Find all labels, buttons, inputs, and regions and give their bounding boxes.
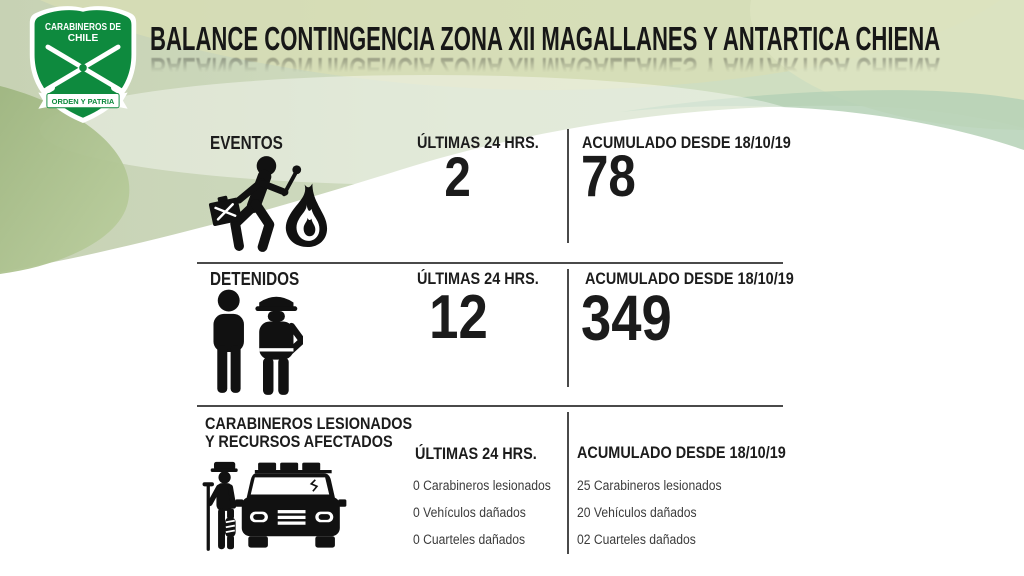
carabineros-logo: CARABINEROS DE CHILE ORDEN Y PATRIA — [29, 6, 137, 123]
lesionados-accumulated-header: ACUMULADO DESDE 18/10/19 — [577, 443, 786, 462]
row1-column-divider — [567, 129, 569, 243]
slide-title: BALANCE CONTINGENCIA ZONA XII MAGALLANES… — [150, 20, 941, 57]
accumulated-carabineros-lesionados: 25 Carabineros lesionados — [577, 478, 722, 493]
motto-ribbon: ORDEN Y PATRIA — [38, 92, 128, 109]
eventos-accumulated-value: 78 — [581, 144, 636, 209]
injured-officer-figure — [202, 461, 238, 551]
arsonist-fire-icon — [208, 156, 328, 252]
flame-icon — [285, 183, 328, 248]
eventos-label: EVENTOS — [210, 133, 283, 153]
eventos-accumulated-header: ACUMULADO DESDE 18/10/19 — [582, 133, 791, 152]
accumulated-vehiculos-danados: 20 Vehículos dañados — [577, 505, 697, 520]
last24-cuarteles-danados: 0 Cuarteles dañados — [413, 532, 526, 547]
leg-bandage — [225, 517, 236, 538]
detenidos-last24-value: 12 — [428, 283, 488, 352]
police-car-front — [235, 462, 347, 548]
last24-vehiculos-danados: 0 Vehículos dañados — [413, 505, 526, 520]
windshield-crack — [309, 479, 319, 492]
lesionados-label-line1: CARABINEROS LESIONADOS — [205, 414, 413, 433]
eventos-last24-header: ÚLTIMAS 24 HRS. — [417, 133, 539, 152]
lesionados-last24-header: ÚLTIMAS 24 HRS. — [415, 444, 537, 463]
logo-motto: ORDEN Y PATRIA — [52, 97, 115, 106]
row2-column-divider — [567, 269, 569, 387]
logo-org-line1: CARABINEROS DE — [45, 22, 121, 33]
row1-row2-divider — [197, 262, 783, 264]
injured-officer-damaged-police-car-icon — [202, 461, 347, 551]
last24-carabineros-lesionados: 0 Carabineros lesionados — [413, 478, 551, 493]
detenidos-accumulated-header: ACUMULADO DESDE 18/10/19 — [585, 269, 794, 288]
eventos-last24-value: 2 — [444, 145, 472, 208]
fuel-can-icon — [208, 195, 242, 226]
police-arrest-icon — [213, 289, 303, 395]
detenidos-accumulated-value: 349 — [581, 282, 672, 354]
slide-title-reflection: BALANCE CONTINGENCIA ZONA XII MAGALLANES… — [150, 51, 941, 88]
row2-row3-divider — [197, 405, 783, 407]
accumulated-cuarteles-danados: 02 Cuarteles dañados — [577, 532, 696, 547]
detenidos-last24-header: ÚLTIMAS 24 HRS. — [417, 269, 539, 288]
lesionados-label-line2: Y RECURSOS AFECTADOS — [205, 432, 393, 451]
logo-org-line2: CHILE — [68, 33, 99, 44]
officer-figure — [255, 296, 303, 395]
crutch-icon — [202, 482, 214, 551]
crossed-rifles-icon — [41, 44, 125, 95]
row3-column-divider — [567, 412, 569, 554]
detenidos-label: DETENIDOS — [210, 269, 300, 289]
detainee-figure — [213, 289, 244, 393]
